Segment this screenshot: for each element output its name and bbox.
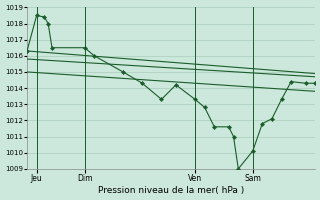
X-axis label: Pression niveau de la mer( hPa ): Pression niveau de la mer( hPa ) [98,186,244,195]
